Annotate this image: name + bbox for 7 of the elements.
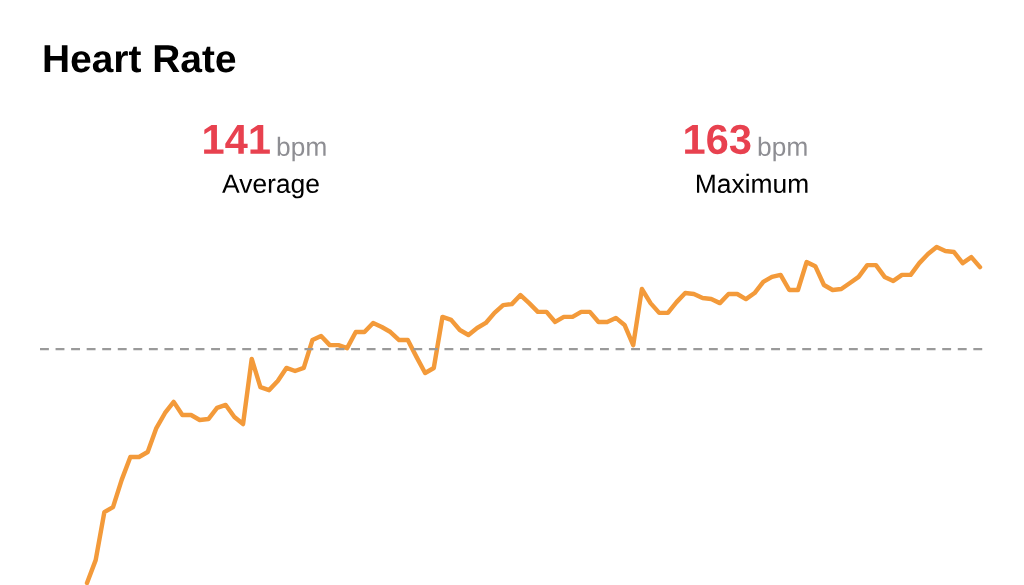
text: 163 [685,124,751,155]
text: bpm [758,136,807,162]
text: Maximum [696,173,808,194]
chart-title: Heart Rate [44,45,236,73]
text: bpm [277,136,326,162]
text: 141 [204,125,270,154]
text: Average [222,174,319,199]
